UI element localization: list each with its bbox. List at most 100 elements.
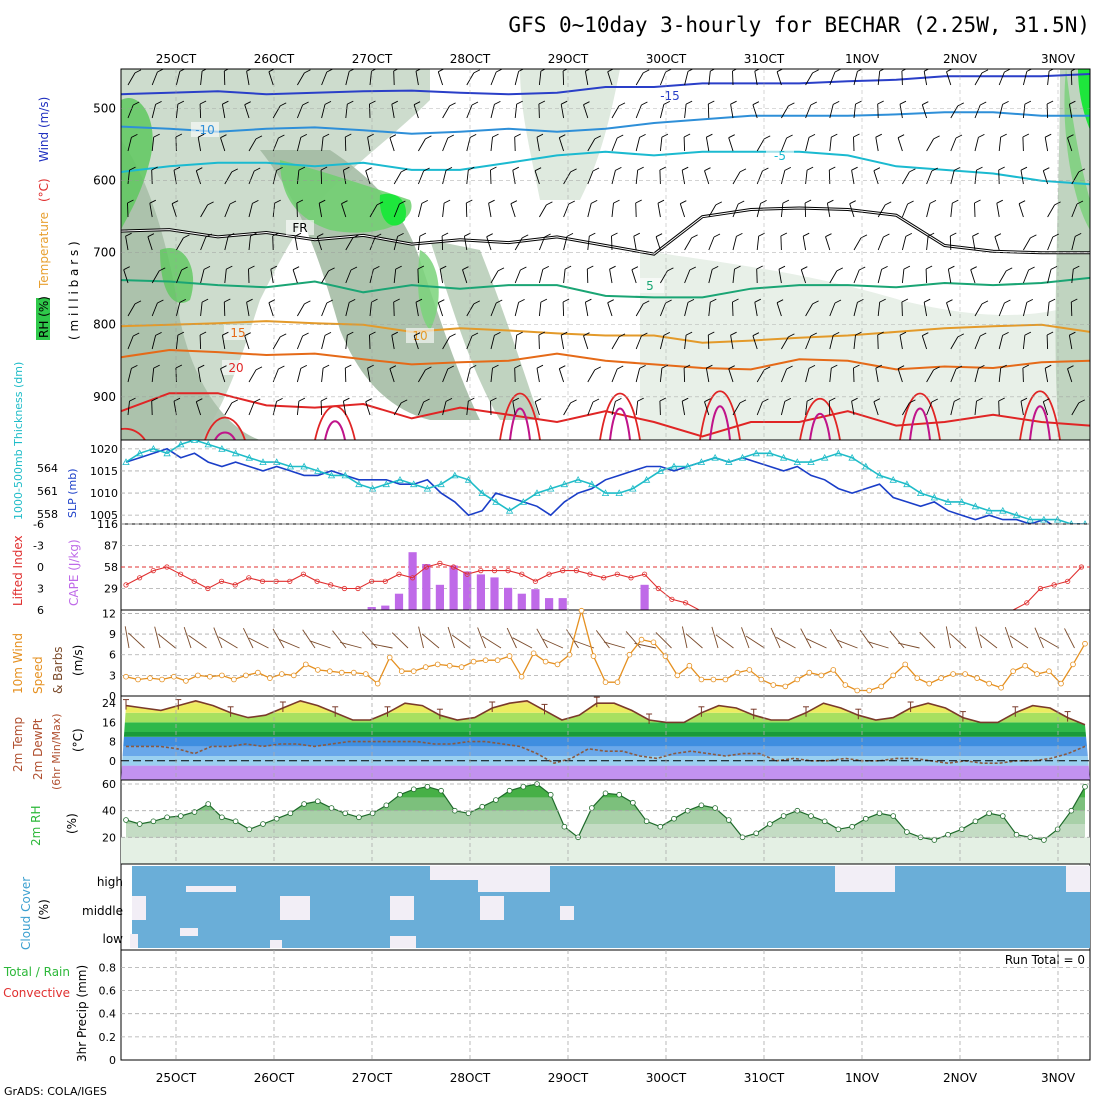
isotherm-25 <box>314 405 356 440</box>
wind-barb-flag <box>560 100 568 105</box>
wind-speed-marker <box>530 650 537 657</box>
wind-barb <box>587 170 594 185</box>
wind-barb <box>659 368 663 383</box>
pressure-tick-800: 800 <box>93 318 116 332</box>
wind-barb-10m <box>949 632 967 649</box>
wind-barb <box>413 335 419 350</box>
wind-barb-flag <box>220 134 227 139</box>
thickness-marker <box>944 498 952 505</box>
wind-barb-flag <box>246 69 253 72</box>
wind-barb-flag <box>897 365 905 370</box>
wind-barb <box>321 270 329 284</box>
wind-barb-flag <box>171 200 179 205</box>
wind-barb <box>560 104 565 119</box>
wind-barb <box>391 104 395 119</box>
wind-barb <box>780 368 788 383</box>
wind-barb-flag <box>667 267 674 272</box>
wind-barb-flag <box>923 69 930 72</box>
date-label-bottom-3NOV: 3NOV <box>1041 1071 1076 1085</box>
cloud-gap <box>560 906 574 920</box>
isotherm-25 <box>121 427 146 440</box>
thickness-marker <box>999 506 1007 514</box>
wind-barb-flag <box>853 364 860 369</box>
wind-barb-flag <box>468 397 475 402</box>
wind-speed-marker <box>926 680 932 687</box>
wind-barb <box>248 170 255 185</box>
wind-barb-flag <box>810 332 818 337</box>
wind-barb <box>805 137 810 152</box>
cloud-gap <box>480 896 504 920</box>
wind-barb-flag <box>909 399 916 404</box>
wind-barb-flag <box>272 232 279 237</box>
precip-tick-0.8: 0.8 <box>99 961 117 974</box>
wind-barb-flag <box>389 365 397 370</box>
wind-barb <box>175 269 183 284</box>
wind-barb <box>510 203 516 218</box>
wind-barb-flag <box>129 166 136 171</box>
wind-barb <box>950 105 959 119</box>
wind-barb-flag <box>521 234 529 239</box>
wind-barb-flag <box>559 134 566 139</box>
wind-barb <box>171 203 177 218</box>
wind-barb <box>950 203 953 218</box>
date-label-top-30OCT: 30OCT <box>646 52 687 66</box>
wind-barb <box>224 402 233 416</box>
thickness-marker <box>464 475 473 483</box>
wind-barb <box>875 137 879 152</box>
wind-barb-flag <box>1024 100 1032 105</box>
wind-barb-flag <box>324 331 332 336</box>
wind-barb-flag <box>540 298 548 303</box>
wind-barb-10m <box>715 634 734 649</box>
wind-barb-flag <box>808 364 816 369</box>
wind-barb <box>1022 302 1028 317</box>
slp-tick-1015: 1015 <box>90 465 118 478</box>
wind-barb <box>197 137 202 152</box>
wind-barb <box>732 236 737 251</box>
wind-speed-marker <box>231 676 237 683</box>
wind-barb <box>946 71 952 86</box>
wind-barb <box>442 137 449 152</box>
wind-barb-flag <box>179 69 186 72</box>
wind-barb-flag <box>879 69 885 72</box>
thickness-marker <box>382 480 390 488</box>
wind-barb <box>195 170 202 185</box>
wind-barb-flag <box>224 298 231 303</box>
wind-barb-flag <box>752 101 760 106</box>
pressure-tick-500: 500 <box>93 102 116 116</box>
wind-barb-flag <box>618 333 626 338</box>
wind-barb <box>659 400 661 416</box>
wind-barb <box>463 236 468 251</box>
thickness-marker <box>875 471 884 479</box>
wind-barb-flag <box>562 298 570 303</box>
wind-barb <box>877 236 884 251</box>
thickness-marker <box>629 484 637 492</box>
wind-barb-flag <box>881 265 888 270</box>
thickness-marker <box>300 462 308 470</box>
wind-barb-flag <box>1074 232 1082 237</box>
rh-marker <box>630 799 636 806</box>
wind-barb-flag <box>134 69 142 74</box>
wind-barb-flag <box>583 332 590 337</box>
wind-barb-flag <box>423 167 430 172</box>
wind-barb <box>417 170 425 185</box>
wind-barb-flag <box>419 232 427 237</box>
cape-li-panel: 29 58 87 116 -6 -3 0 3 6 Lifted Index CAPE (J/kg… <box>11 518 1091 617</box>
isotherm--5 <box>121 150 1090 186</box>
wind-speed-marker <box>135 676 141 683</box>
pressure-tick-600: 600 <box>93 174 116 188</box>
wind-barb-flag <box>1043 167 1050 172</box>
wind-speed-marker <box>974 675 980 681</box>
wind-barb <box>244 335 250 350</box>
wind-barb-flag <box>873 167 881 172</box>
thickness-marker <box>601 489 610 496</box>
wind-barb-10m <box>340 641 362 649</box>
wind-barb-flag <box>683 133 691 138</box>
wind-barb-flag <box>1076 200 1084 205</box>
wind-barb <box>224 236 229 251</box>
wind-barb-10m <box>806 638 827 649</box>
wind-barb-flag <box>663 331 671 336</box>
wind-barb-flag <box>825 233 832 238</box>
wind-barb <box>127 335 134 350</box>
wind-barb-flag <box>544 233 551 238</box>
wind-barb-flag <box>373 265 380 270</box>
